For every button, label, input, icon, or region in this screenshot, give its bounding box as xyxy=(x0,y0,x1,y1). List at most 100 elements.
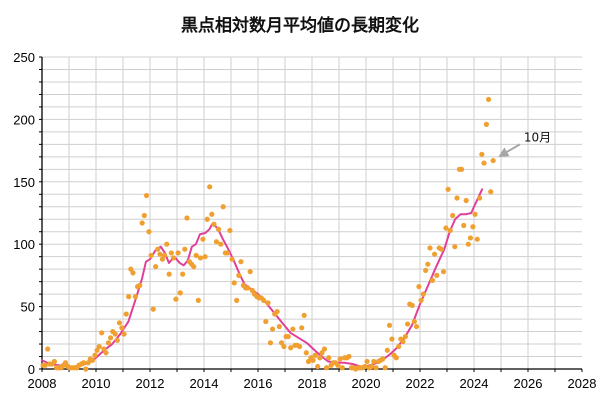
monthly-point xyxy=(207,184,213,190)
monthly-point xyxy=(485,96,492,103)
monthly-point xyxy=(402,333,409,340)
monthly-point xyxy=(429,277,436,283)
monthly-point xyxy=(224,250,231,256)
monthly-point xyxy=(400,338,406,345)
monthly-point xyxy=(92,352,98,358)
monthly-point xyxy=(107,335,114,341)
monthly-point xyxy=(278,340,285,346)
monthly-point xyxy=(184,215,190,221)
monthly-point xyxy=(148,252,154,259)
x-tick-label: 2016 xyxy=(244,376,273,391)
monthly-point xyxy=(175,250,181,256)
monthly-point xyxy=(463,197,469,204)
monthly-point xyxy=(204,216,210,222)
monthly-point xyxy=(164,241,170,247)
monthly-point xyxy=(236,272,242,278)
monthly-point xyxy=(440,269,447,275)
monthly-point xyxy=(335,362,341,368)
monthly-point xyxy=(386,322,393,328)
monthly-point xyxy=(45,346,51,352)
monthly-point xyxy=(450,212,456,219)
monthly-point xyxy=(310,357,316,363)
x-tick-label: 2020 xyxy=(352,376,381,391)
october-annotation: 10月 xyxy=(498,130,551,157)
monthly-point xyxy=(299,325,305,331)
monthly-point xyxy=(132,294,139,300)
annotation-label: 10月 xyxy=(524,130,551,144)
monthly-point xyxy=(193,252,199,259)
monthly-point xyxy=(168,250,174,256)
monthly-point xyxy=(150,306,156,312)
monthly-point xyxy=(323,365,330,371)
monthly-point xyxy=(42,362,48,368)
monthly-point xyxy=(411,318,417,325)
monthly-point xyxy=(112,331,118,337)
monthly-point xyxy=(263,318,269,325)
monthly-point xyxy=(418,297,424,303)
monthly-point xyxy=(425,261,431,267)
monthly-point xyxy=(238,259,244,265)
monthly-point xyxy=(170,255,177,261)
monthly-point xyxy=(488,189,494,195)
monthly-series xyxy=(40,96,496,372)
monthly-point xyxy=(143,192,150,199)
monthly-point xyxy=(423,267,429,274)
x-tick-label: 2012 xyxy=(136,376,165,391)
monthly-point xyxy=(490,157,496,164)
monthly-point xyxy=(454,195,460,201)
monthly-point xyxy=(317,355,323,361)
monthly-point xyxy=(234,297,240,303)
monthly-point xyxy=(384,347,390,353)
x-tick-label: 2008 xyxy=(28,376,57,391)
monthly-point xyxy=(209,211,215,217)
monthly-point xyxy=(202,254,208,260)
monthly-point xyxy=(447,227,453,234)
y-tick-label: 50 xyxy=(21,300,35,315)
monthly-point xyxy=(290,326,296,332)
monthly-point xyxy=(245,285,251,291)
monthly-point xyxy=(346,353,352,360)
x-tick-label: 2024 xyxy=(460,376,489,391)
y-tick-label: 100 xyxy=(13,237,35,252)
monthly-point xyxy=(200,236,206,242)
monthly-point xyxy=(404,321,411,327)
monthly-point xyxy=(119,325,125,331)
monthly-point xyxy=(182,246,188,252)
smoothed-line xyxy=(41,188,484,368)
monthly-point xyxy=(477,195,483,201)
tick-labels: 2008 2010 2012 2014 2016 2018 2020 2022 2024 2026… xyxy=(13,50,596,391)
monthly-point xyxy=(461,222,467,229)
axes xyxy=(39,56,583,372)
monthly-point xyxy=(141,212,147,219)
monthly-point xyxy=(261,297,267,303)
monthly-point xyxy=(296,343,303,350)
monthly-point xyxy=(364,358,370,365)
monthly-point xyxy=(62,360,69,366)
monthly-point xyxy=(274,308,280,315)
monthly-point xyxy=(213,239,220,245)
monthly-point xyxy=(396,343,402,350)
monthly-point xyxy=(380,356,386,362)
monthly-point xyxy=(161,252,168,259)
monthly-point xyxy=(80,360,87,366)
y-tick-label: 0 xyxy=(28,362,35,377)
x-tick-label: 2014 xyxy=(190,376,219,391)
annotation-arrowhead xyxy=(498,147,510,157)
monthly-point xyxy=(303,350,309,356)
monthly-point xyxy=(180,271,186,277)
monthly-point xyxy=(51,358,58,365)
monthly-point xyxy=(438,246,444,252)
annotation-arrow xyxy=(506,143,521,153)
y-tick-label: 200 xyxy=(13,112,35,127)
monthly-point xyxy=(373,365,379,371)
monthly-point xyxy=(166,271,172,277)
monthly-point xyxy=(267,340,274,346)
monthly-point xyxy=(103,350,109,356)
monthly-point xyxy=(220,204,226,210)
monthly-point xyxy=(137,282,143,288)
monthly-point xyxy=(371,358,377,365)
monthly-point xyxy=(434,272,440,278)
monthly-point xyxy=(393,355,399,361)
monthly-point xyxy=(301,312,307,318)
